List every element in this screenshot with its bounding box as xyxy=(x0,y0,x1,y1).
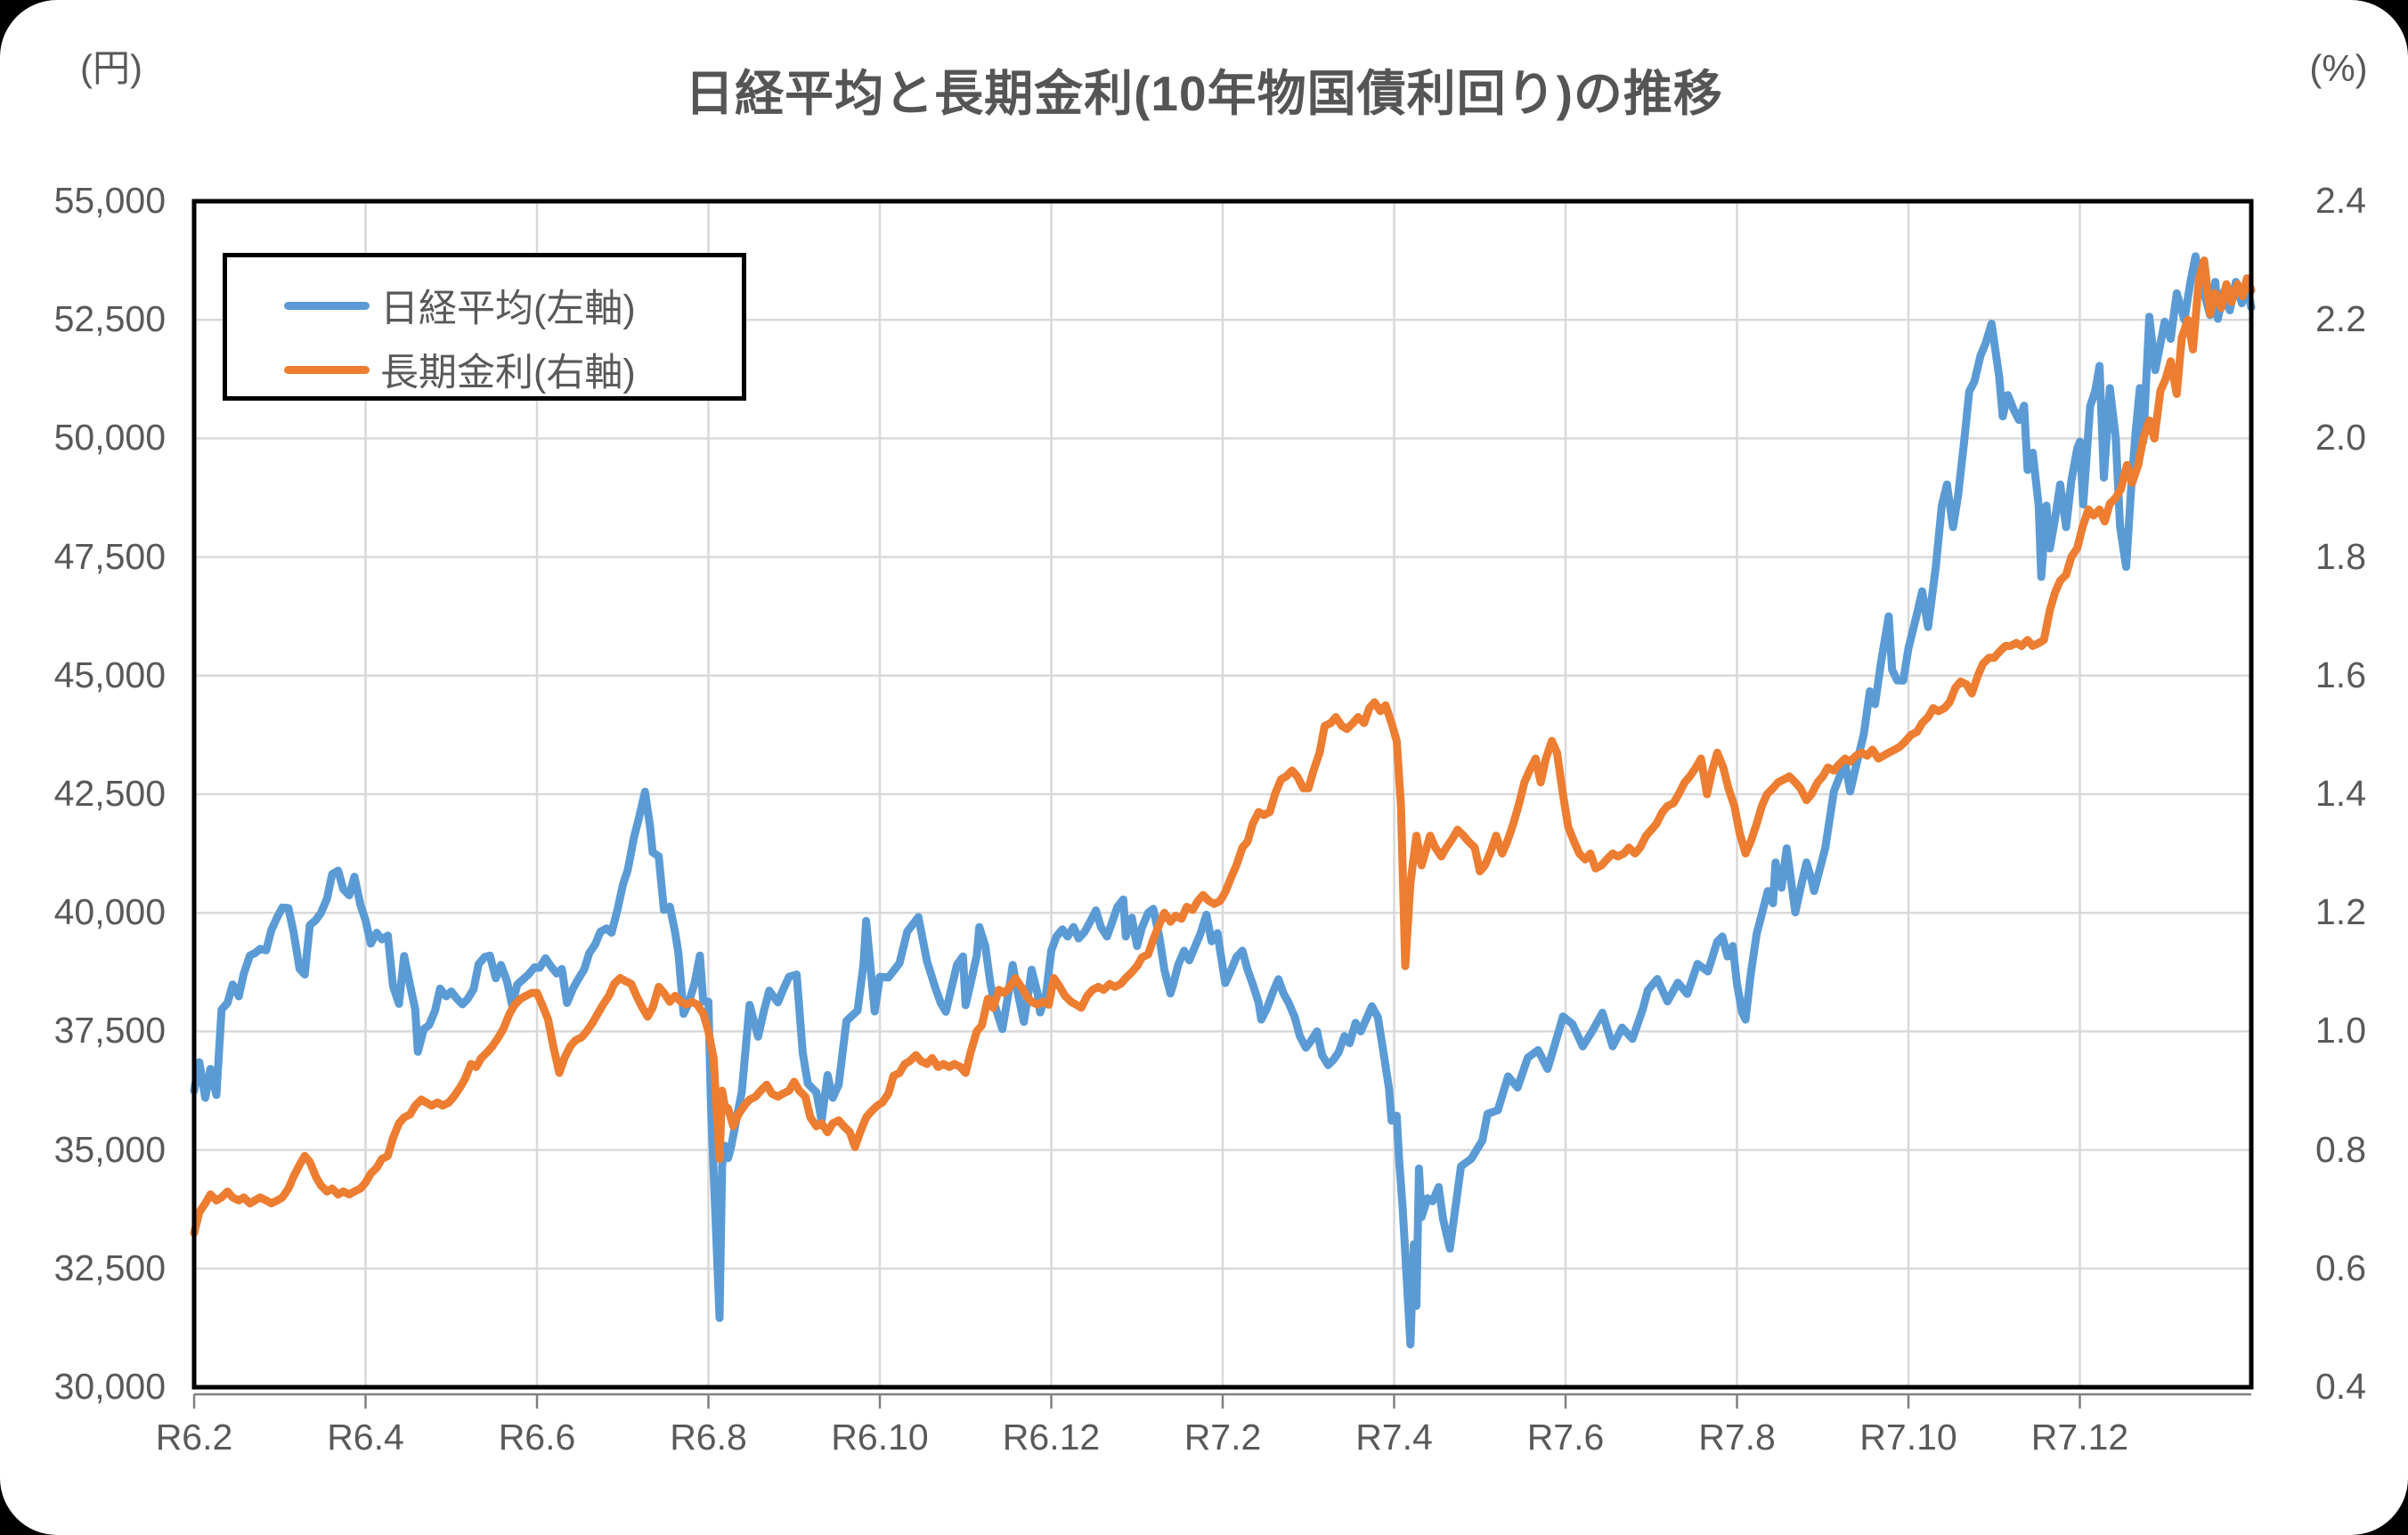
left-axis-tick-label: 40,000 xyxy=(53,891,166,933)
gridlines xyxy=(194,201,2251,1387)
legend-label-nikkei: 日経平均(左軸) xyxy=(380,288,636,330)
right-axis-tick-label: 0.8 xyxy=(2315,1128,2366,1170)
x-axis-tick-label: R6.6 xyxy=(498,1417,576,1458)
rate-line-swatch xyxy=(284,365,370,374)
right-axis-unit-label: (%) xyxy=(2309,47,2368,89)
chart-title: 日経平均と長期金利(10年物国債利回り)の推移 xyxy=(685,66,1723,121)
nikkei-line-swatch xyxy=(284,301,370,310)
left-axis-tick-label: 50,000 xyxy=(53,417,166,459)
right-axis-tick-label: 1.4 xyxy=(2315,773,2366,814)
x-axis-tick-label: R7.12 xyxy=(2030,1417,2129,1458)
right-axis-tick-label: 1.8 xyxy=(2315,535,2366,577)
right-axis-tick-label: 2.2 xyxy=(2315,298,2366,340)
nikkei-line xyxy=(190,252,2256,1349)
left-axis-tick-label: 42,500 xyxy=(53,773,166,814)
left-axis-tick-label: 30,000 xyxy=(53,1366,166,1407)
left-axis-tick-label: 37,500 xyxy=(53,1010,166,1052)
rate-line xyxy=(190,256,2256,1238)
right-axis-tick-label: 1.2 xyxy=(2315,891,2366,933)
left-axis-tick-label: 52,500 xyxy=(53,298,166,340)
left-axis-tick-label: 47,500 xyxy=(53,535,166,577)
left-axis-unit-label: (円) xyxy=(80,47,142,89)
legend-item-rate: 長期金利(右軸) xyxy=(227,337,742,402)
x-axis-tick-label: R6.12 xyxy=(1002,1417,1101,1458)
x-axis-tick-label: R6.2 xyxy=(155,1417,233,1458)
x-axis-tick-label: R7.8 xyxy=(1698,1417,1776,1458)
x-axis-tick-label: R6.4 xyxy=(327,1417,404,1458)
x-axis-tick-label: R6.10 xyxy=(831,1417,929,1458)
left-axis-tick-label: 55,000 xyxy=(53,180,166,221)
legend: 日経平均(左軸) 長期金利(右軸) xyxy=(223,253,746,401)
right-axis-tick-label: 1.0 xyxy=(2315,1010,2366,1052)
left-axis-tick-label: 35,000 xyxy=(53,1128,166,1170)
x-axis xyxy=(192,1393,2251,1409)
right-axis-tick-label: 1.6 xyxy=(2315,654,2366,695)
plot-border xyxy=(191,199,2254,1390)
left-axis-tick-label: 32,500 xyxy=(53,1247,166,1288)
x-axis-tick-label: R7.2 xyxy=(1184,1417,1262,1458)
right-axis-tick-label: 0.4 xyxy=(2315,1366,2366,1407)
right-axis-tick-label: 2.4 xyxy=(2315,180,2366,221)
left-axis-tick-label: 45,000 xyxy=(53,654,166,695)
x-axis-tick-label: R7.6 xyxy=(1526,1417,1605,1458)
legend-label-rate: 長期金利(右軸) xyxy=(380,352,636,394)
legend-item-nikkei: 日経平均(左軸) xyxy=(227,273,742,337)
x-axis-tick-label: R7.10 xyxy=(1859,1417,1957,1458)
x-axis-tick-label: R7.4 xyxy=(1355,1417,1433,1458)
right-axis-tick-label: 2.0 xyxy=(2315,417,2366,459)
x-axis-tick-label: R6.8 xyxy=(670,1417,747,1458)
right-axis-tick-label: 0.6 xyxy=(2315,1247,2366,1288)
